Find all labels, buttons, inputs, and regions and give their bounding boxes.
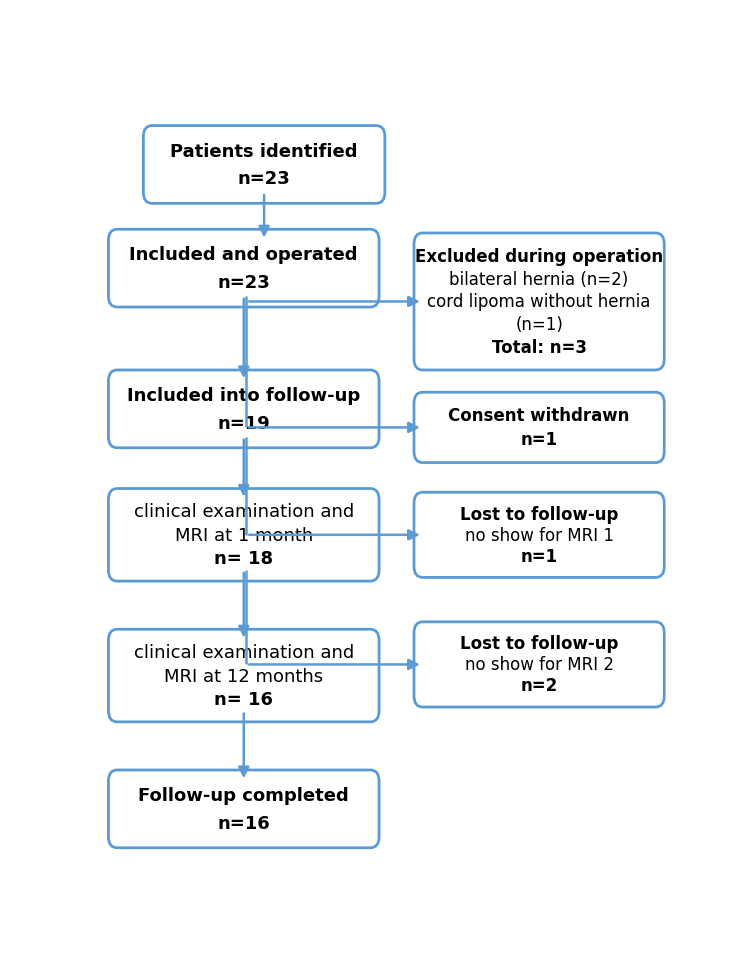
- FancyBboxPatch shape: [414, 234, 665, 371]
- Text: n=23: n=23: [238, 170, 291, 188]
- Text: Lost to follow-up: Lost to follow-up: [460, 635, 618, 653]
- Text: bilateral hernia (n=2): bilateral hernia (n=2): [450, 270, 629, 288]
- Text: n=1: n=1: [520, 547, 558, 565]
- FancyBboxPatch shape: [414, 622, 665, 707]
- Text: n= 18: n= 18: [214, 550, 273, 568]
- Text: Follow-up completed: Follow-up completed: [138, 786, 349, 804]
- FancyBboxPatch shape: [108, 629, 379, 722]
- Text: Lost to follow-up: Lost to follow-up: [460, 505, 618, 524]
- FancyBboxPatch shape: [108, 770, 379, 848]
- Text: n=2: n=2: [520, 677, 558, 695]
- FancyBboxPatch shape: [108, 371, 379, 448]
- Text: Total: n=3: Total: n=3: [492, 339, 587, 357]
- Text: Consent withdrawn: Consent withdrawn: [448, 407, 630, 425]
- Text: n=16: n=16: [217, 814, 270, 832]
- Text: cord lipoma without hernia: cord lipoma without hernia: [427, 293, 651, 311]
- Text: clinical examination and: clinical examination and: [134, 644, 354, 661]
- Text: n=1: n=1: [520, 431, 558, 449]
- FancyBboxPatch shape: [108, 489, 379, 581]
- Text: no show for MRI 1: no show for MRI 1: [465, 527, 614, 544]
- Text: Included and operated: Included and operated: [129, 246, 358, 264]
- Text: Excluded during operation: Excluded during operation: [415, 247, 663, 265]
- Text: MRI at 12 months: MRI at 12 months: [164, 667, 324, 685]
- Text: n=23: n=23: [217, 274, 270, 292]
- Text: Patients identified: Patients identified: [170, 142, 358, 160]
- FancyBboxPatch shape: [108, 230, 379, 308]
- FancyBboxPatch shape: [143, 127, 385, 204]
- FancyBboxPatch shape: [414, 393, 665, 463]
- Text: (n=1): (n=1): [515, 316, 563, 334]
- Text: Included into follow-up: Included into follow-up: [127, 386, 360, 405]
- Text: no show for MRI 2: no show for MRI 2: [465, 655, 614, 674]
- FancyBboxPatch shape: [414, 493, 665, 578]
- Text: MRI at 1 month: MRI at 1 month: [175, 527, 313, 544]
- Text: clinical examination and: clinical examination and: [134, 503, 354, 521]
- Text: n= 16: n= 16: [214, 690, 273, 708]
- Text: n=19: n=19: [217, 414, 270, 432]
